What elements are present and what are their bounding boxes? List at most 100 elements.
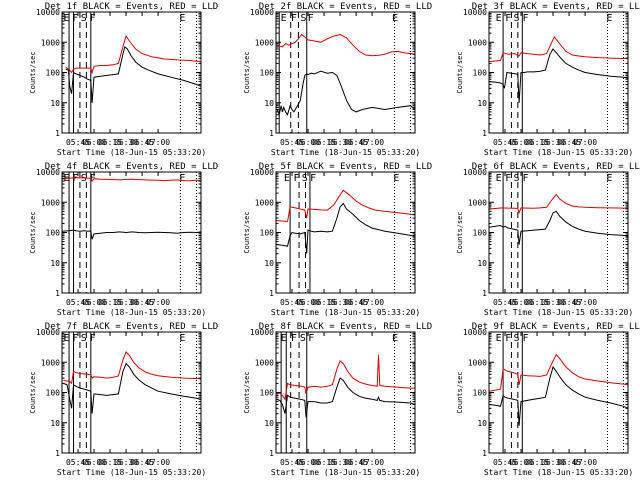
series-line-events (488, 48, 629, 103)
series-line-lld (275, 189, 416, 223)
x-tick-label: 06:15 (525, 458, 549, 467)
x-tick-label: 07:00 (360, 458, 384, 467)
x-tick-label: 06:15 (312, 298, 336, 307)
panel-title: Det 8f BLACK = Events, RED = LLD (259, 322, 432, 332)
attenuator-label: F (72, 333, 78, 344)
y-axis-label: Counts/sec (29, 211, 37, 253)
x-tick-label: 06:00 (82, 138, 106, 147)
x-tick-label: 07:00 (573, 458, 597, 467)
panel-title: Det 4f BLACK = Events, RED = LLD (45, 162, 218, 172)
y-tick-label: 10000 (36, 8, 60, 17)
attenuator-label: S (81, 13, 87, 24)
attenuator-label: S (302, 173, 308, 184)
x-tick-label: 06:30 (114, 458, 138, 467)
panel-title: Det 3f BLACK = Events, RED = LLD (472, 2, 640, 12)
series-line-events (276, 70, 416, 117)
x-tick-label: 06:45 (557, 458, 581, 467)
y-axis-label: Counts/sec (243, 51, 251, 93)
y-axis-label: Counts/sec (243, 211, 251, 253)
x-tick-label: 06:45 (130, 458, 154, 467)
y-tick-label: 1000 (468, 38, 487, 47)
y-tick-label: 1 (482, 449, 487, 458)
x-tick-label: 06:30 (541, 298, 565, 307)
y-tick-label: 10000 (463, 328, 487, 337)
attenuator-label: E (606, 13, 612, 24)
y-tick-label: 1000 (255, 198, 274, 207)
series-line-events (488, 210, 629, 245)
series-line-events (275, 202, 416, 254)
attenuator-label: F (90, 333, 96, 344)
attenuator-label: S (514, 333, 520, 344)
attenuator-label: E (606, 173, 612, 184)
panel-title: Det 5f BLACK = Events, RED = LLD (259, 162, 432, 172)
y-tick-label: 1000 (41, 38, 60, 47)
series-line-lld (488, 353, 629, 392)
y-tick-label: 10 (477, 259, 487, 268)
y-tick-label: 100 (46, 389, 61, 398)
series-line-events (63, 362, 202, 414)
y-tick-label: 100 (473, 69, 488, 78)
x-tick-label: 06:00 (509, 298, 533, 307)
x-axis-label: Start Time (18-Jun-15 05:33:20) (271, 148, 420, 157)
x-tick-label: 05:45 (493, 138, 517, 147)
attenuator-label: F (522, 333, 528, 344)
y-tick-label: 100 (260, 229, 275, 238)
y-tick-label: 1 (269, 129, 274, 138)
y-tick-label: 1000 (41, 358, 60, 367)
x-tick-label: 06:30 (541, 458, 565, 467)
x-tick-label: 06:30 (541, 138, 565, 147)
y-tick-label: 100 (46, 229, 61, 238)
x-tick-label: 06:15 (98, 298, 122, 307)
attenuator-label: E (281, 333, 287, 344)
x-tick-label: 06:30 (328, 458, 352, 467)
x-tick-label: 05:45 (280, 138, 304, 147)
x-tick-label: 06:00 (509, 458, 533, 467)
x-tick-label: 06:15 (525, 138, 549, 147)
y-tick-label: 1000 (468, 358, 487, 367)
attenuator-label: S (514, 13, 520, 24)
y-tick-label: 10 (50, 419, 60, 428)
y-tick-label: 1000 (41, 198, 60, 207)
y-tick-label: 10000 (250, 168, 274, 177)
y-tick-label: 100 (46, 69, 61, 78)
x-axis-label: Start Time (18-Jun-15 05:33:20) (271, 468, 420, 477)
x-axis-label: Start Time (18-Jun-15 05:33:20) (484, 308, 633, 317)
attenuator-label: E (179, 13, 185, 24)
y-tick-label: 100 (260, 69, 275, 78)
x-tick-label: 06:30 (328, 298, 352, 307)
y-tick-label: 1 (269, 449, 274, 458)
y-axis-label: Counts/sec (456, 51, 464, 93)
attenuator-label: F (90, 173, 96, 184)
attenuator-label: F (291, 13, 297, 24)
attenuator-label: E (179, 333, 185, 344)
y-tick-label: 1 (55, 129, 60, 138)
attenuator-label: E (281, 13, 287, 24)
y-tick-label: 10 (50, 259, 60, 268)
y-tick-label: 10 (50, 99, 60, 108)
x-tick-label: 06:45 (557, 298, 581, 307)
attenuator-label: F (522, 173, 528, 184)
x-tick-label: 07:00 (146, 138, 170, 147)
y-axis-label: Counts/sec (243, 371, 251, 413)
x-tick-label: 07:00 (146, 458, 170, 467)
x-tick-label: 05:45 (66, 298, 90, 307)
x-tick-label: 06:00 (509, 138, 533, 147)
x-axis-label: Start Time (18-Jun-15 05:33:20) (57, 148, 206, 157)
attenuator-label: S (514, 173, 520, 184)
attenuator-label: E (392, 13, 398, 24)
x-tick-label: 07:00 (573, 298, 597, 307)
panel-title: Det 1f BLACK = Events, RED = LLD (45, 2, 218, 12)
x-tick-label: 07:00 (146, 298, 170, 307)
attenuator-label: S (301, 13, 307, 24)
y-tick-label: 100 (260, 389, 275, 398)
y-tick-label: 1 (482, 129, 487, 138)
attenuator-label: E (392, 333, 398, 344)
x-tick-label: 06:15 (525, 298, 549, 307)
x-tick-label: 06:15 (312, 138, 336, 147)
attenuator-label: F (293, 173, 299, 184)
